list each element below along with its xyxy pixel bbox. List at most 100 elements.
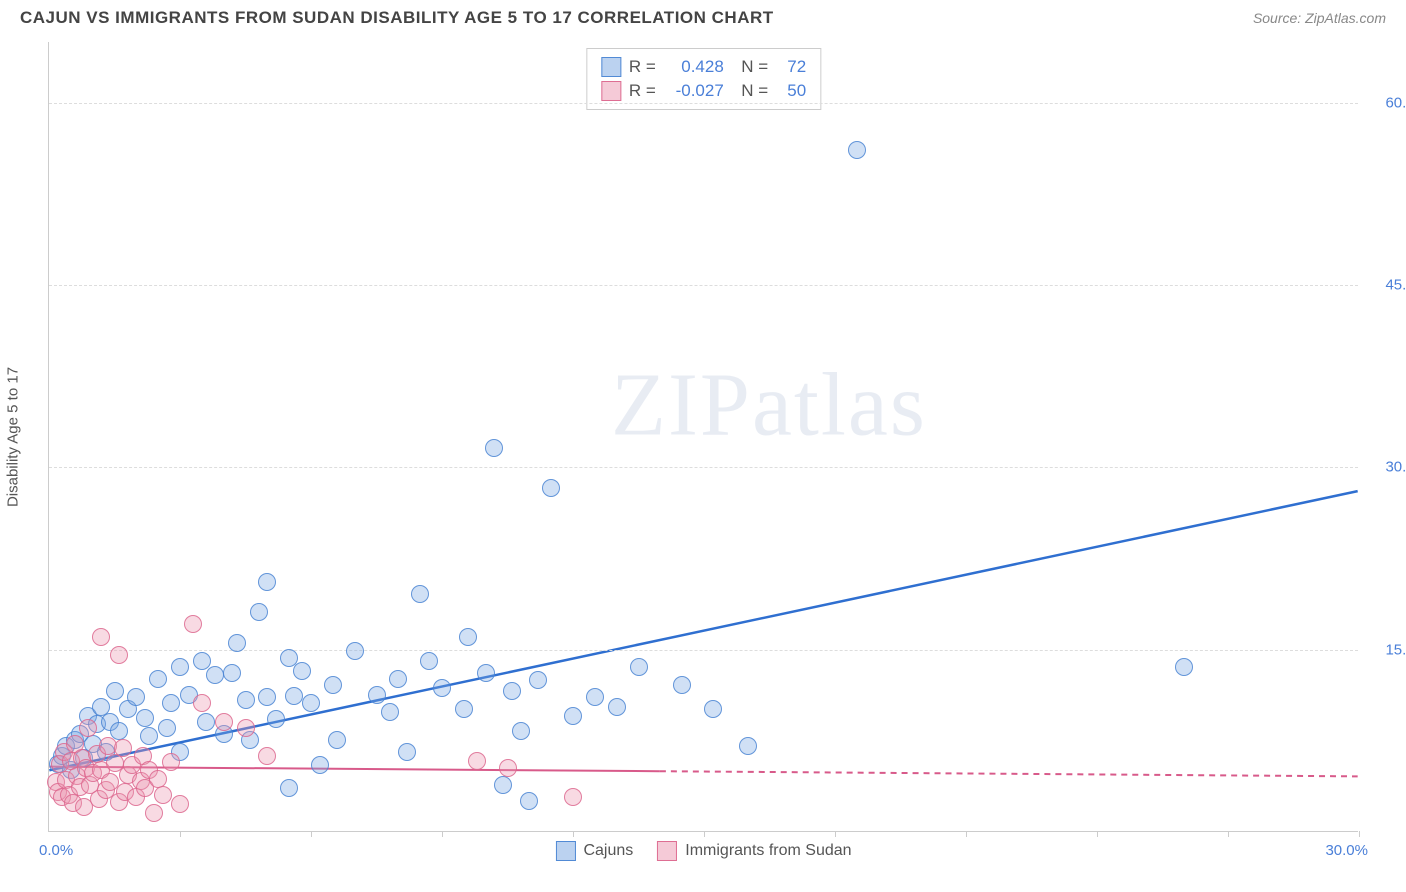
swatch-blue-icon (601, 57, 621, 77)
data-point (389, 670, 407, 688)
legend-label-cajuns: Cajuns (583, 842, 633, 860)
data-point (193, 652, 211, 670)
data-point (630, 658, 648, 676)
data-point (324, 676, 342, 694)
data-point (267, 710, 285, 728)
data-point (494, 776, 512, 794)
data-point (848, 141, 866, 159)
data-point (127, 688, 145, 706)
grid-line (49, 103, 1358, 104)
data-point (368, 686, 386, 704)
data-point (346, 642, 364, 660)
x-tick (1097, 831, 1098, 837)
r-label: R = (629, 57, 656, 77)
r-value-sudan: -0.027 (664, 81, 724, 101)
data-point (739, 737, 757, 755)
data-point (529, 671, 547, 689)
x-tick (573, 831, 574, 837)
data-point (477, 664, 495, 682)
data-point (223, 664, 241, 682)
data-point (1175, 658, 1193, 676)
data-point (520, 792, 538, 810)
data-point (158, 719, 176, 737)
swatch-blue-icon (555, 841, 575, 861)
data-point (564, 707, 582, 725)
x-tick (966, 831, 967, 837)
r-label: R = (629, 81, 656, 101)
data-point (459, 628, 477, 646)
data-point (171, 658, 189, 676)
grid-line (49, 285, 1358, 286)
data-point (184, 615, 202, 633)
data-point (193, 694, 211, 712)
data-point (154, 786, 172, 804)
legend-item-cajuns: Cajuns (555, 841, 633, 861)
data-point (280, 779, 298, 797)
swatch-pink-icon (601, 81, 621, 101)
data-point (206, 666, 224, 684)
data-point (110, 646, 128, 664)
n-value-cajuns: 72 (776, 57, 806, 77)
data-point (285, 687, 303, 705)
data-point (411, 585, 429, 603)
legend-label-sudan: Immigrants from Sudan (685, 842, 851, 860)
x-tick (442, 831, 443, 837)
y-tick-label: 30.0% (1368, 459, 1406, 476)
data-point (293, 662, 311, 680)
data-point (106, 682, 124, 700)
y-tick-label: 15.0% (1368, 641, 1406, 658)
data-point (433, 679, 451, 697)
data-point (228, 634, 246, 652)
grid-line (49, 467, 1358, 468)
data-point (237, 719, 255, 737)
x-tick (311, 831, 312, 837)
x-tick (704, 831, 705, 837)
grid-line (49, 650, 1358, 651)
y-axis-title: Disability Age 5 to 17 (5, 366, 22, 506)
plot-area: ZIPatlas R = 0.428 N = 72 R = -0.027 N =… (48, 42, 1358, 832)
legend-row-sudan: R = -0.027 N = 50 (601, 79, 806, 103)
x-origin-label: 0.0% (39, 842, 73, 859)
chart-container: ZIPatlas R = 0.428 N = 72 R = -0.027 N =… (48, 42, 1358, 832)
data-point (92, 628, 110, 646)
n-value-sudan: 50 (776, 81, 806, 101)
data-point (485, 439, 503, 457)
data-point (704, 700, 722, 718)
r-value-cajuns: 0.428 (664, 57, 724, 77)
x-tick (1359, 831, 1360, 837)
n-label: N = (732, 57, 768, 77)
data-point (586, 688, 604, 706)
series-legend: Cajuns Immigrants from Sudan (555, 841, 851, 861)
n-label: N = (732, 81, 768, 101)
data-point (197, 713, 215, 731)
chart-title: CAJUN VS IMMIGRANTS FROM SUDAN DISABILIT… (20, 8, 774, 28)
data-point (215, 713, 233, 731)
data-point (149, 670, 167, 688)
data-point (162, 753, 180, 771)
chart-source: Source: ZipAtlas.com (1253, 10, 1386, 26)
y-tick-label: 60.0% (1368, 94, 1406, 111)
data-point (499, 759, 517, 777)
data-point (608, 698, 626, 716)
data-point (542, 479, 560, 497)
data-point (328, 731, 346, 749)
chart-header: CAJUN VS IMMIGRANTS FROM SUDAN DISABILIT… (0, 0, 1406, 32)
data-point (136, 709, 154, 727)
correlation-legend: R = 0.428 N = 72 R = -0.027 N = 50 (586, 48, 821, 110)
x-max-label: 30.0% (1325, 842, 1368, 859)
watermark: ZIPatlas (611, 353, 927, 456)
swatch-pink-icon (657, 841, 677, 861)
y-tick-label: 45.0% (1368, 277, 1406, 294)
x-tick (835, 831, 836, 837)
data-point (302, 694, 320, 712)
data-point (258, 747, 276, 765)
data-point (311, 756, 329, 774)
data-point (237, 691, 255, 709)
data-point (398, 743, 416, 761)
x-tick (180, 831, 181, 837)
x-tick (1228, 831, 1229, 837)
data-point (114, 739, 132, 757)
data-point (258, 688, 276, 706)
legend-row-cajuns: R = 0.428 N = 72 (601, 55, 806, 79)
data-point (468, 752, 486, 770)
